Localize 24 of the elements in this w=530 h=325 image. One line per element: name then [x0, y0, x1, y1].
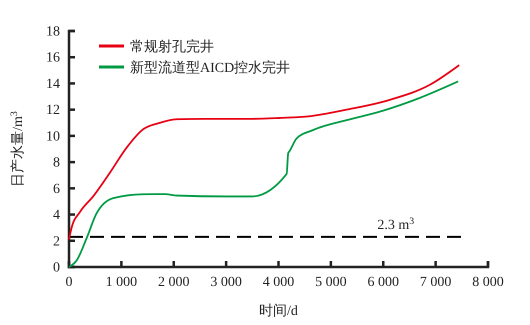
y-tick-label: 6: [53, 182, 60, 197]
y-tick-label: 2: [53, 234, 60, 250]
y-tick-label: 0: [53, 260, 60, 276]
legend-label: 新型流道型AICD控水完井: [130, 60, 290, 76]
x-tick-label: 0: [66, 274, 72, 290]
x-tick-label: 5 000: [315, 274, 347, 290]
y-tick-label: 16: [46, 50, 60, 66]
legend-label: 常规射孔完井: [130, 39, 214, 55]
ref-line-label: 2.3 m$^{3}$: [377, 215, 414, 233]
y-tick-label: 4: [53, 208, 60, 224]
y-tick-label: 10: [46, 129, 60, 144]
x-tick-label: 4 000: [262, 274, 294, 290]
line-series: [68, 80, 460, 268]
x-tick-label: 1 000: [106, 274, 138, 290]
x-axis-title: 时间/d: [259, 303, 298, 319]
x-tick-label: 7 000: [420, 274, 452, 290]
y-tick-label: 18: [46, 24, 60, 40]
y-tick-label: 8: [53, 156, 60, 171]
x-tick-label: 2 000: [158, 274, 190, 290]
x-tick-label: 3 000: [210, 274, 242, 290]
y-tick-label: 14: [46, 76, 60, 92]
x-tick-label: 6 000: [368, 274, 399, 290]
y-tick-label: 12: [46, 103, 60, 118]
x-tick-label: 8 000: [472, 274, 504, 290]
